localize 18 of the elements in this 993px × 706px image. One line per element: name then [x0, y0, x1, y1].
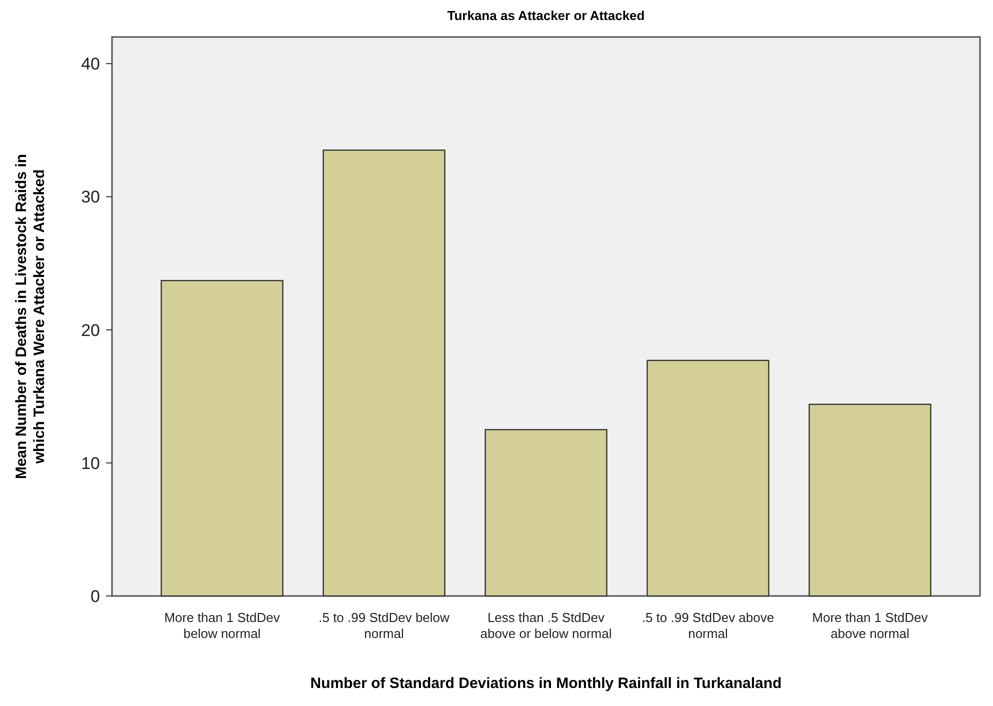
x-tick-label: .5 to .99 StdDev below normal: [318, 610, 450, 641]
y-axis-title: Mean Number of Deaths in Livestock Raids in which Turkana Were Attacker or Attacked: [13, 154, 48, 480]
y-tick-label: 0: [90, 586, 100, 606]
bar: [646, 360, 770, 597]
bar: [160, 280, 284, 597]
y-tick-label: 20: [81, 320, 100, 340]
y-tick-label: 10: [81, 454, 100, 473]
bar: [484, 429, 608, 597]
bar: [808, 404, 932, 597]
y-tick-label: 30: [81, 188, 100, 207]
x-tick-label: .5 to .99 StdDev above normal: [642, 610, 774, 641]
x-tick-label: More than 1 StdDev below normal: [164, 610, 280, 641]
x-tick-label: More than 1 StdDev above normal: [812, 610, 928, 641]
x-axis-title: Number of Standard Deviations in Monthly Rainfall in Turkanaland: [310, 675, 782, 692]
chart-title: Turkana as Attacker or Attacked: [447, 8, 645, 23]
bar: [322, 150, 446, 597]
y-tick-label: 40: [81, 54, 100, 74]
x-tick-label: Less than .5 StdDev above or below normal: [480, 610, 612, 641]
